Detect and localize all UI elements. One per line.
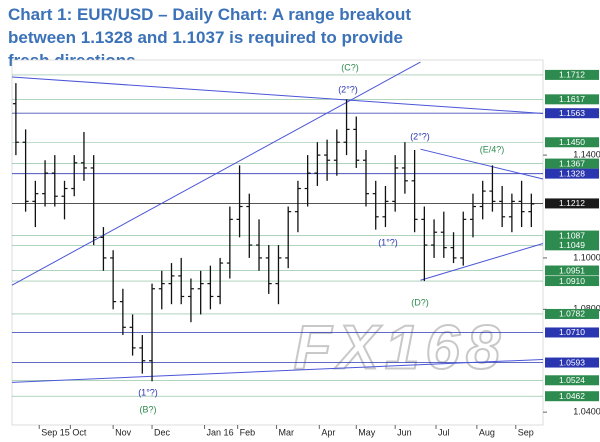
x-tick-label: May — [358, 427, 376, 437]
level-label: 1.1617 — [559, 94, 585, 104]
x-tick-label: Jul — [438, 427, 450, 437]
level-label: 1.1563 — [559, 108, 585, 118]
level-box — [545, 357, 599, 368]
level-label: 1.0524 — [559, 375, 585, 385]
wave-annotation: (1°?) — [138, 387, 158, 397]
level-box — [545, 158, 599, 169]
y-tick-label: 1.0400 — [573, 407, 600, 417]
y-tick-label: 1.1400 — [573, 149, 600, 159]
trend-line — [11, 61, 421, 286]
x-tick-label: Aug — [479, 427, 495, 437]
x-tick-label: Sep 15 — [41, 427, 70, 437]
level-box — [545, 137, 599, 148]
level-box — [545, 198, 599, 209]
level-label: 1.1328 — [559, 168, 585, 178]
level-box — [545, 230, 599, 241]
level-label: 1.0462 — [559, 391, 585, 401]
x-tick-label: Sep — [518, 427, 534, 437]
x-tick-label: Oct — [72, 427, 87, 437]
level-box — [545, 168, 599, 179]
level-label: 1.0782 — [559, 309, 585, 319]
level-box — [545, 391, 599, 402]
level-label: 1.1712 — [559, 70, 585, 80]
wave-annotation: (D?) — [411, 297, 429, 307]
level-label: 1.1367 — [559, 158, 585, 168]
level-label: 1.1087 — [559, 230, 585, 240]
wave-annotation: (2°?) — [410, 131, 430, 141]
level-box — [545, 240, 599, 251]
level-box — [545, 308, 599, 319]
level-label: 1.1212 — [559, 198, 585, 208]
level-box — [545, 375, 599, 386]
level-box — [545, 108, 599, 119]
y-tick-label: 1.1000 — [573, 252, 600, 262]
level-box — [545, 276, 599, 287]
y-tick-label: 1.0800 — [573, 304, 600, 314]
level-box — [545, 327, 599, 338]
x-tick-label: Dec — [154, 427, 171, 437]
level-box — [545, 94, 599, 105]
level-label: 1.1049 — [559, 240, 585, 250]
trend-line — [420, 243, 544, 281]
trend-line — [420, 148, 544, 180]
wave-annotation: (E/4?) — [480, 144, 505, 154]
x-tick-label: Jan 16 — [207, 427, 234, 437]
wave-annotation: (1°?) — [378, 237, 398, 247]
trend-line — [11, 76, 544, 114]
level-label: 1.1450 — [559, 137, 585, 147]
wave-annotation: (B?) — [139, 404, 156, 414]
wave-annotation: (C?) — [341, 62, 359, 72]
watermark: FX168 — [294, 313, 507, 382]
level-label: 1.0593 — [559, 357, 585, 367]
wave-annotation: (2°?) — [338, 84, 358, 94]
level-label: 1.0710 — [559, 327, 585, 337]
level-box — [545, 69, 599, 80]
x-tick-label: Nov — [115, 427, 132, 437]
x-tick-label: Jun — [397, 427, 412, 437]
trend-line — [11, 358, 544, 383]
level-label: 1.0910 — [559, 276, 585, 286]
x-tick-label: Apr — [321, 427, 335, 437]
x-tick-label: Feb — [240, 427, 256, 437]
plot-area — [11, 59, 544, 426]
level-box — [545, 265, 599, 276]
x-tick-label: Mar — [279, 427, 295, 437]
level-label: 1.0951 — [559, 265, 585, 275]
